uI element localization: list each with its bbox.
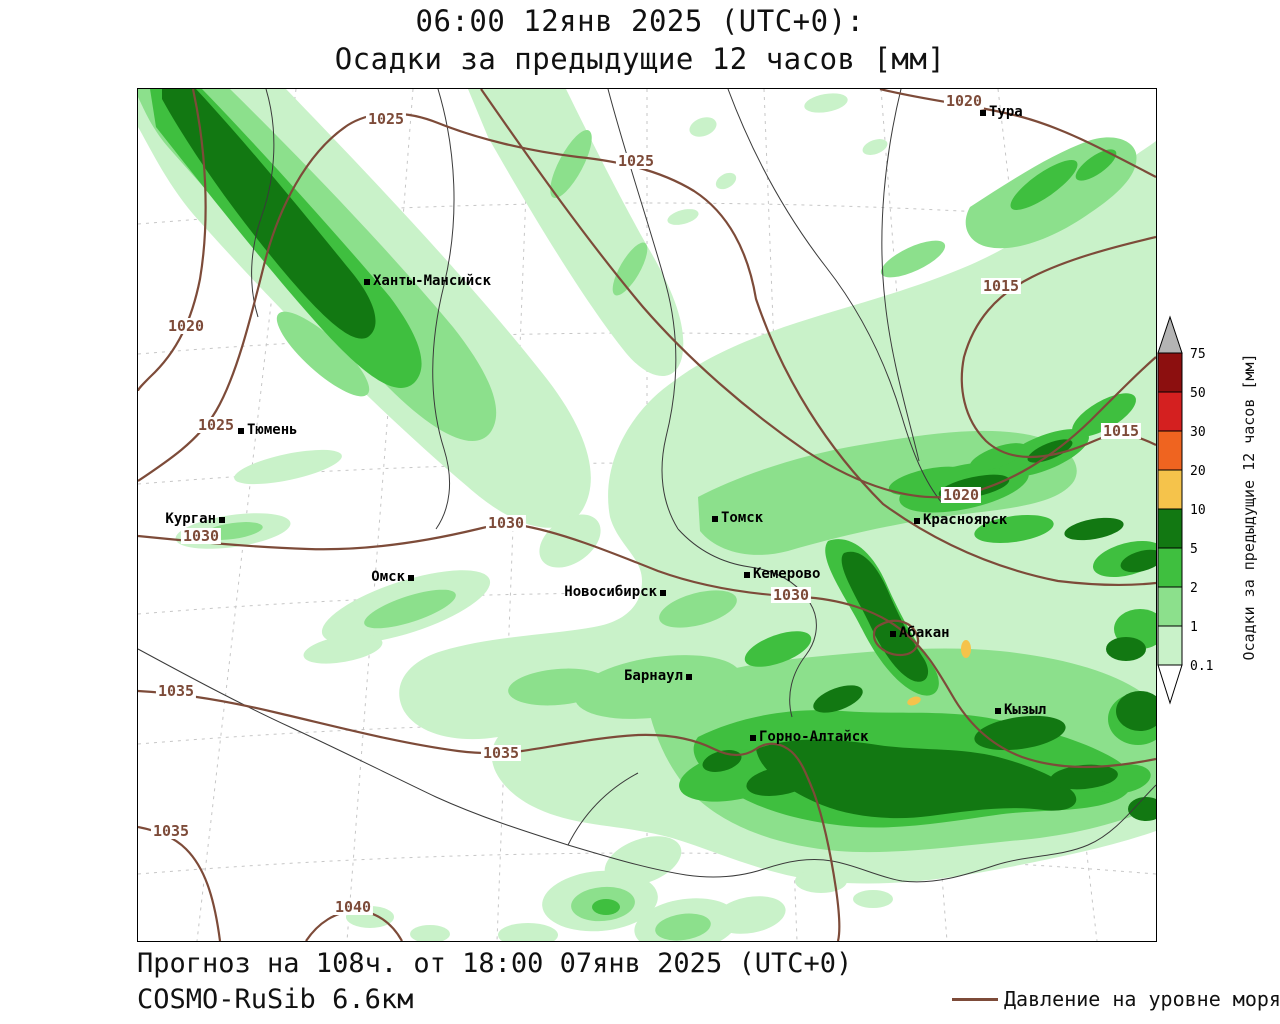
- colorbar: 75 50 30 20 10 5 2 1 0.1: [1154, 311, 1280, 751]
- city-marker: [238, 428, 244, 434]
- map-title-line2: Осадки за предыдущие 12 часов [мм]: [334, 42, 946, 76]
- colorbar-segment: [1157, 352, 1183, 393]
- city-label: Абакан: [899, 625, 950, 641]
- colorbar-tick-value: 50: [1190, 386, 1206, 401]
- isobar-label: 1035: [480, 744, 522, 762]
- city-marker: [219, 517, 225, 523]
- precip-layer-10mm: [907, 640, 971, 706]
- city-label: Кызыл: [1004, 702, 1047, 718]
- isobar-label: 1020: [940, 486, 982, 504]
- isobar-label: 1030: [180, 527, 222, 545]
- colorbar-segment: [1157, 430, 1183, 471]
- city-label: Курган: [165, 511, 216, 527]
- colorbar-tick-labels: 75 50 30 20 10 5 2 1 0.1: [1190, 347, 1213, 674]
- isobar-label: 1020: [165, 317, 207, 335]
- colorbar-segment: [1157, 391, 1183, 432]
- city-label: Новосибирск: [564, 584, 657, 600]
- forecast-info-line: Прогноз на 108ч. от 18:00 07янв 2025 (UT…: [137, 948, 853, 979]
- colorbar-above-max-arrow: [1157, 315, 1183, 354]
- city-label: Тура: [989, 104, 1023, 120]
- city-marker: [686, 674, 692, 680]
- colorbar-title: Осадки за предыдущие 12 часов [мм]: [1240, 353, 1258, 661]
- map-title-line1: 06:00 12янв 2025 (UTC+0):: [415, 4, 865, 38]
- city-marker: [890, 631, 896, 637]
- colorbar-graphics: 75 50 30 20 10 5 2 1 0.1: [1157, 315, 1213, 705]
- city-label: Кемерово: [753, 566, 821, 582]
- map-graphics: [138, 89, 1156, 941]
- isobar-label: 1035: [155, 682, 197, 700]
- isobar-label: 1020: [943, 92, 985, 110]
- city-label: Томск: [721, 510, 764, 526]
- city-marker: [995, 708, 1001, 714]
- colorbar-tick-value: 75: [1190, 347, 1206, 362]
- isobar-label: 1030: [485, 514, 527, 532]
- colorbar-segment: [1157, 547, 1183, 588]
- colorbar-segment: [1157, 625, 1183, 666]
- pressure-legend-line-sample: [952, 998, 998, 1001]
- city-marker: [712, 516, 718, 522]
- city-label: Омск: [371, 569, 405, 585]
- colorbar-segment: [1157, 586, 1183, 627]
- precip-layer-5mm: [162, 89, 1156, 821]
- city-marker: [408, 575, 414, 581]
- city-marker: [980, 110, 986, 116]
- colorbar-below-min-arrow: [1157, 664, 1183, 705]
- city-label: Горно-Алтайск: [759, 729, 869, 745]
- precipitation-map: Тура Ханты-Мансийск Тюмень Курган Омск Томск Н…: [137, 88, 1157, 942]
- isobar-label: 1015: [1100, 422, 1142, 440]
- city-label: Барнаул: [623, 668, 683, 684]
- isobar-label: 1035: [150, 822, 192, 840]
- city-marker: [364, 279, 370, 285]
- city-label: Тюмень: [247, 422, 298, 438]
- colorbar-tick-value: 2: [1190, 581, 1198, 596]
- colorbar-tick-value: 1: [1190, 620, 1198, 635]
- isobar-label: 1025: [615, 152, 657, 170]
- isobar-label: 1040: [332, 898, 374, 916]
- isobar-label: 1025: [365, 110, 407, 128]
- city-marker: [744, 572, 750, 578]
- pressure-legend-label: Давление на уровне моря: [1004, 987, 1280, 1011]
- colorbar-segments: [1157, 352, 1183, 666]
- colorbar-tick-value: 30: [1190, 425, 1206, 440]
- city-label: Красноярск: [923, 512, 1008, 528]
- isobar-label: 1015: [980, 277, 1022, 295]
- colorbar-segment: [1157, 508, 1183, 549]
- isobar-label: 1030: [770, 586, 812, 604]
- colorbar-tick-value: 5: [1190, 542, 1198, 557]
- isobar-label: 1025: [195, 416, 237, 434]
- colorbar-tick-value: 0.1: [1190, 659, 1213, 674]
- map-overlay: Тура Ханты-Мансийск Тюмень Курган Омск Томск Н…: [138, 89, 1156, 941]
- colorbar-tick-value: 10: [1190, 503, 1206, 518]
- city-marker: [660, 590, 666, 596]
- colorbar-segment: [1157, 469, 1183, 510]
- city-marker: [750, 735, 756, 741]
- model-info-line: COSMO-RuSib 6.6км: [137, 984, 414, 1015]
- city-marker: [914, 518, 920, 524]
- colorbar-tick-value: 20: [1190, 464, 1206, 479]
- city-label: Ханты-Мансийск: [373, 273, 492, 289]
